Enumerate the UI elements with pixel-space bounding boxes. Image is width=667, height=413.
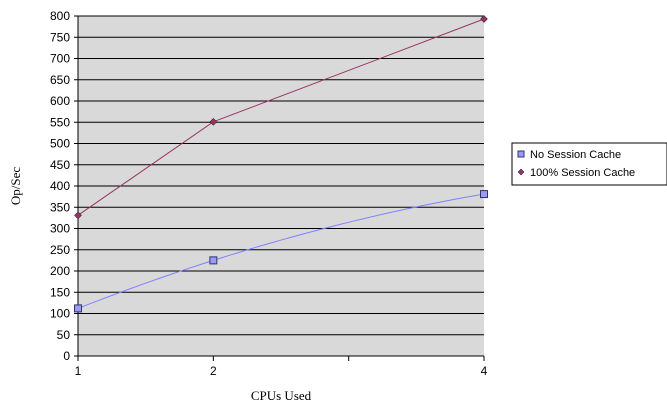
y-tick-label: 350 [50, 200, 70, 214]
series-line-no-session-cache [77, 193, 485, 309]
y-tick-label: 200 [50, 264, 70, 278]
legend-marker-100-session-cache [517, 168, 525, 176]
data-point-no-session-cache [480, 190, 488, 199]
x-minor-ticks [77, 356, 485, 361]
legend-label-100-session-cache: 100% Session Cache [530, 167, 635, 179]
legend-marker-no-session-cache [517, 150, 525, 158]
y-tick-label: 500 [50, 137, 70, 151]
data-point-no-session-cache [209, 256, 218, 265]
x-axis-title: CPUs Used [251, 388, 312, 403]
y-tick-label: 550 [50, 115, 70, 129]
data-point-100-session-cache [74, 211, 82, 220]
y-tick-label: 50 [57, 328, 71, 342]
y-tick-label: 400 [50, 179, 70, 193]
y-tick-label: 700 [50, 52, 70, 66]
y-tick-label: 650 [50, 73, 70, 87]
y-tick-label: 450 [50, 158, 70, 172]
data-point-no-session-cache [74, 304, 82, 313]
legend-box [511, 142, 667, 186]
y-tick-label: 300 [50, 222, 70, 236]
data-point-100-session-cache [480, 15, 488, 23]
y-tick-label: 250 [50, 243, 70, 257]
series-layer [74, 15, 488, 313]
legend: No Session Cache 100% Session Cache [511, 142, 667, 186]
y-tick-label: 750 [50, 30, 70, 44]
y-tick-label: 600 [50, 94, 70, 108]
data-point-100-session-cache [209, 117, 218, 126]
legend-label-no-session-cache: No Session Cache [530, 149, 621, 161]
x-tick-labels: 1 2 4 [75, 364, 488, 378]
y-tick-label: 150 [50, 285, 70, 299]
y-axis-title: Op/Sec [8, 167, 23, 206]
x-tick-label: 1 [75, 364, 82, 378]
grid-lines [78, 15, 484, 336]
y-tick-label: 0 [63, 349, 70, 363]
x-tick-label: 2 [210, 364, 217, 378]
y-tick-labels: 0 50 100 150 200 250 300 350 400 450 500 550 600 650 7… [50, 9, 78, 363]
y-tick-label: 100 [50, 307, 70, 321]
x-tick-label: 4 [481, 364, 488, 378]
y-tick-label: 800 [50, 9, 70, 23]
